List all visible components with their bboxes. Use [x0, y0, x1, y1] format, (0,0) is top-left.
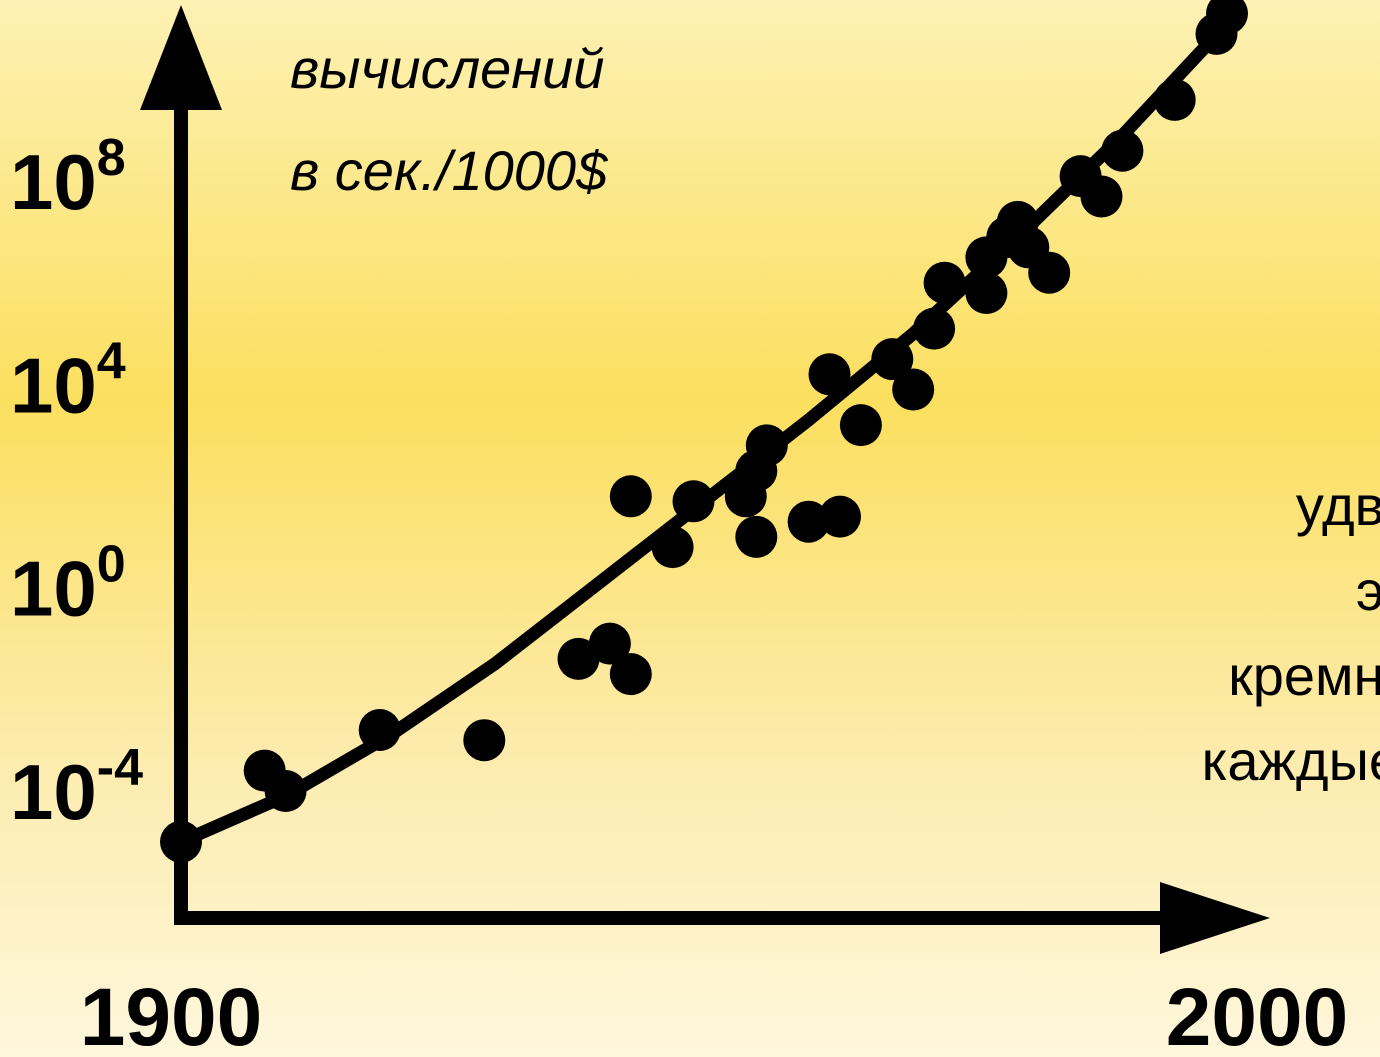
data-point	[913, 307, 956, 350]
y-tick-label: 104	[10, 333, 126, 430]
x-tick-labels: 1900 2000	[80, 972, 1348, 1057]
data-point	[1101, 129, 1144, 172]
annotation-line-3: кремн	[1228, 644, 1380, 707]
y-axis-label-line-1: вычислений	[290, 37, 604, 100]
y-tick-exponent: -4	[97, 739, 143, 797]
data-point	[463, 719, 506, 762]
y-axis-label-line-2: в сек./1000$	[290, 139, 608, 202]
annotation-line-4: каждые	[1202, 729, 1380, 792]
data-point	[1206, 0, 1248, 35]
annotation-line-1: удв	[1296, 474, 1380, 537]
data-point	[557, 637, 600, 680]
data-point	[672, 480, 715, 523]
x-tick-label: 2000	[1166, 972, 1348, 1057]
data-point	[609, 653, 652, 696]
data-point	[819, 495, 861, 538]
y-axis-label: вычислений в сек./1000$	[290, 37, 620, 202]
data-point	[787, 500, 830, 543]
data-point	[808, 353, 851, 396]
y-tick-exponent: 0	[97, 536, 126, 594]
y-tick-label: 100	[10, 536, 126, 633]
x-tick-label: 1900	[80, 972, 262, 1057]
data-point	[745, 424, 788, 467]
data-point	[1028, 251, 1071, 294]
data-point	[892, 368, 935, 411]
y-tick-label: 10-4	[10, 739, 143, 836]
data-point	[735, 515, 778, 558]
data-point	[871, 338, 914, 381]
data-point	[609, 475, 652, 518]
data-point	[839, 404, 882, 447]
y-tick-base: 10	[10, 342, 97, 430]
x-axis-arrowhead	[1160, 882, 1270, 954]
data-point	[358, 709, 401, 751]
y-tick-base: 10	[10, 748, 97, 836]
data-point	[1153, 78, 1196, 121]
data-point	[965, 272, 1008, 314]
annotation-line-2: э	[1356, 559, 1380, 622]
data-point	[264, 770, 307, 812]
data-points-layer	[160, 0, 1248, 863]
y-tick-label: 108	[10, 129, 126, 226]
y-tick-exponent: 8	[97, 129, 126, 187]
y-tick-exponent: 4	[97, 333, 126, 391]
data-point	[651, 526, 694, 569]
annotation-text: удв э кремн каждые	[1202, 474, 1380, 792]
y-tick-base: 10	[10, 138, 97, 226]
y-tick-base: 10	[10, 545, 97, 633]
axes	[140, 5, 1270, 954]
data-point	[588, 622, 631, 665]
data-point	[923, 261, 966, 304]
data-point	[1080, 175, 1123, 218]
data-point	[160, 820, 202, 863]
y-axis-arrowhead	[140, 5, 222, 110]
